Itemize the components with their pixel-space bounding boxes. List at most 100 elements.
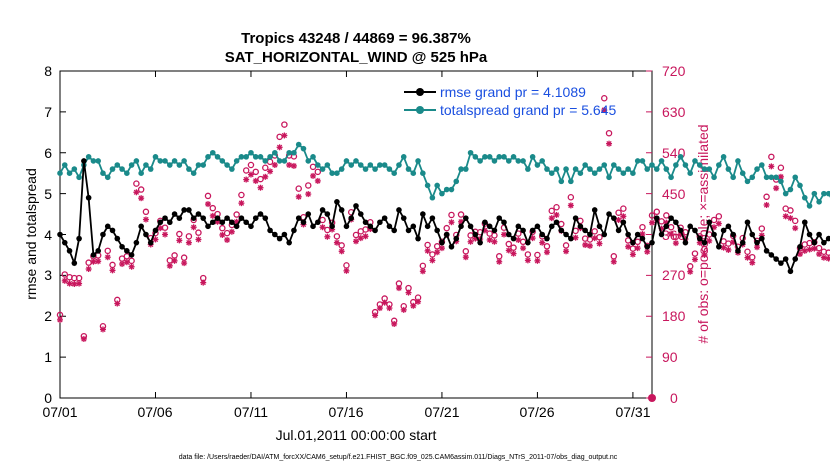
rmse-point [109,227,116,234]
obs-assimilated-marker [725,246,732,253]
rmse-point [587,231,593,238]
spread-point [682,162,689,168]
chart-subtitle: SAT_HORIZONTAL_WIND @ 525 hPa [225,49,488,66]
spread-point [157,158,164,164]
obs-assimilated-marker [625,243,632,250]
spread-point [400,154,407,160]
spread-point [300,145,307,152]
spread-point [310,154,316,160]
x-tick-labels: 07/01 07/06 07/11 07/16 07/21 07/26 07/3… [42,404,650,420]
right-axis-zero-marker [648,394,656,402]
spread-point [821,190,827,197]
spread-point [687,170,693,176]
obs-assimilated-marker [262,173,269,180]
spread-point [209,149,216,156]
rmse-point [295,215,302,221]
obs-assimilated-marker [238,200,245,207]
rmse-point [248,223,254,230]
obs-assimilated-marker [505,247,512,254]
spread-point [219,158,226,164]
obs-assimilated-marker [429,257,436,264]
obs-possible-marker [448,211,455,219]
obs-assimilated-marker [257,184,264,191]
spread-point [534,162,541,168]
obs-assimilated-marker [205,201,211,208]
obs-assimilated-marker [543,249,550,256]
rmse-point [677,227,684,234]
obs-assimilated-marker [138,195,145,202]
obs-assimilated-marker [720,244,727,251]
obs-possible-marker [768,153,775,161]
obs-possible-marker [543,243,551,250]
spread-point [243,154,249,160]
rmse-point [95,248,101,254]
spread-point [505,158,512,164]
y-tick-label: 6 [44,145,52,161]
spread-point [329,170,335,176]
spread-point [787,186,794,193]
obs-possible-marker [238,191,245,199]
spread-point [553,166,560,172]
obs-assimilated-marker [410,302,417,309]
rmse-point [529,227,536,234]
x-tick-label: 07/21 [424,404,459,420]
spread-point [615,166,622,172]
rmse-point [825,235,830,242]
spread-point [305,158,312,164]
spread-point [548,170,555,176]
y-right-tick-label: 630 [662,104,686,120]
rmse-point [391,227,397,234]
spread-point [138,170,144,176]
spread-point [95,158,101,164]
obs-assimilated-marker [166,262,173,269]
y-right-tick-label: 90 [662,349,678,365]
spread-point [205,154,211,160]
obs-assimilated-marker [601,107,608,114]
rmse-point [157,219,164,226]
rmse-point [443,231,450,238]
obs-possible-marker [505,240,513,248]
rmse-point [233,223,240,230]
rmse-point [329,223,335,230]
rmse-point [706,219,713,226]
legend: rmse grand pr = 4.1089 totalspread grand… [404,84,617,118]
obs-assimilated-marker [195,236,202,243]
rmse-point [243,219,249,226]
rmse-point [591,207,598,213]
rmse-point [558,227,565,234]
y-tick-label: 5 [44,186,52,202]
obs-possible-marker [534,251,541,259]
spread-point [334,170,340,176]
obs-assimilated-marker [582,241,589,248]
rmse-point [81,158,87,164]
spread-point [429,194,436,201]
spread-point [711,174,717,181]
x-tick-label: 07/11 [234,404,268,420]
spread-point [673,162,679,168]
obs-assimilated-marker [792,225,799,232]
spread-point [706,166,713,172]
spread-point [763,174,770,181]
obs-possible-marker [715,213,723,220]
rmse-point [601,231,608,238]
obs-assimilated-marker [353,238,359,245]
obs-possible-marker [562,242,570,249]
obs-possible-marker [744,248,751,256]
rmse-point [200,215,207,221]
x-tick-label: 07/16 [328,404,363,420]
spread-point [739,170,746,176]
obs-assimilated-marker [85,266,92,273]
obs-assimilated-marker [286,162,293,169]
obs-assimilated-marker [314,177,321,184]
spread-point [229,166,235,172]
obs-assimilated-marker [295,193,302,200]
obs-possible-marker [758,225,766,232]
obs-assimilated-marker [434,249,441,256]
obs-assimilated-marker [462,254,469,261]
rmse-point [186,207,192,213]
rmse-point [634,231,641,238]
rmse-point [171,211,178,217]
rmse-point [759,235,765,242]
rmse-point [176,215,183,221]
spread-point [525,166,531,172]
